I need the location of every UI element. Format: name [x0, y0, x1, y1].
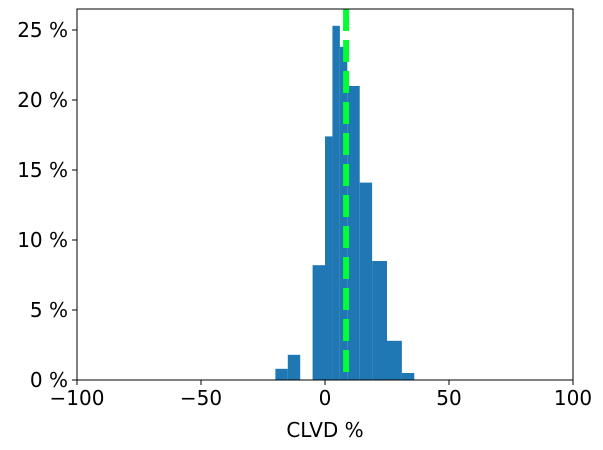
y-tick-label: 0 %: [30, 368, 68, 392]
y-tick-label: 25 %: [17, 18, 68, 42]
y-axis-ticks: 0 % 5 % 10 % 15 % 20 % 25 %: [17, 18, 77, 392]
histogram-bar: [275, 368, 288, 380]
x-axis-ticks: −100 −50 0 50 100: [50, 380, 592, 410]
histogram-bar: [347, 86, 360, 380]
x-tick-label: 50: [436, 386, 461, 410]
histogram-bar: [287, 354, 301, 380]
x-tick-label: 100: [554, 386, 592, 410]
histogram-bar: [312, 265, 325, 380]
y-tick-label: 10 %: [17, 228, 68, 252]
histogram-bar: [325, 136, 333, 380]
y-tick-label: 15 %: [17, 158, 68, 182]
x-tick-label: −100: [50, 386, 105, 410]
y-tick-label: 20 %: [17, 88, 68, 112]
histogram-bar: [401, 373, 415, 380]
histogram-bar: [332, 25, 340, 381]
histogram-bar: [387, 340, 402, 380]
histogram-bar: [372, 261, 387, 380]
x-tick-label: 0: [319, 386, 332, 410]
x-tick-label: −50: [180, 386, 222, 410]
x-axis-label: CLVD %: [286, 418, 363, 442]
y-tick-label: 5 %: [30, 298, 68, 322]
histogram-bar: [359, 182, 373, 380]
